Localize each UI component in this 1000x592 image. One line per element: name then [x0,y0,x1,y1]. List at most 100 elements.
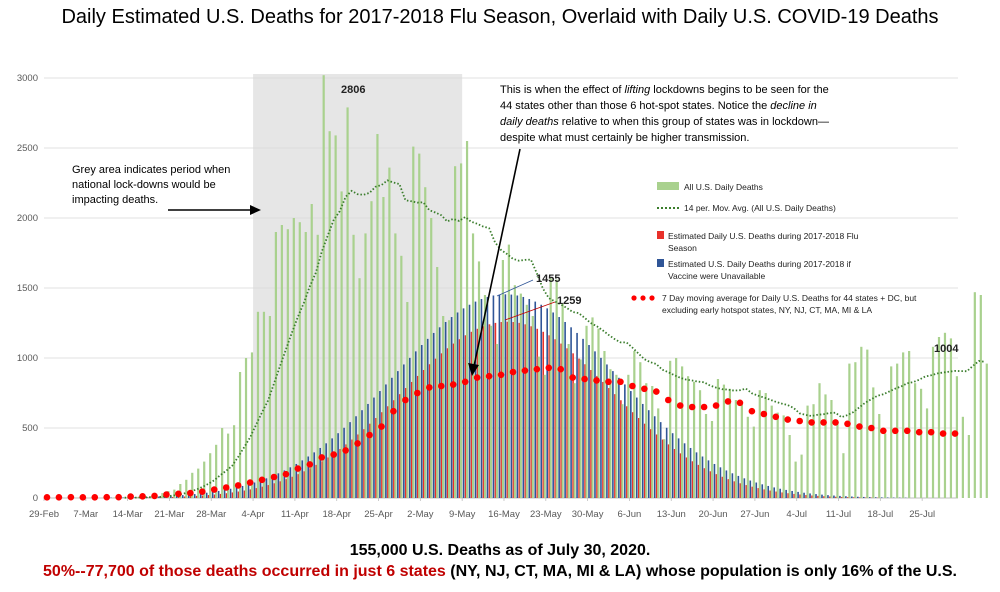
novaccine-bar [289,467,292,498]
flu-bar [560,343,562,498]
covid-bar [346,107,349,499]
seven-day-dot [91,494,99,501]
flu-bar [566,348,568,498]
covid-bar [465,141,469,498]
covid-bar [191,472,194,498]
flu-bar [405,388,407,498]
flu-bar [643,423,646,498]
novaccine-bar [343,427,345,498]
novaccine-bar [624,384,626,498]
novaccine-bar [277,473,280,498]
covid-bar [262,311,266,498]
flu-bar [231,492,234,498]
chart-canvas: 0 500 1000 1500 2000 2500 3000 29-Feb 7-Mar 14-Ma… [17,73,988,520]
covid-bar [268,316,272,498]
flu-bar [859,497,861,498]
covid-bar [902,352,905,498]
novaccine-bar [647,410,650,498]
seven-day-dot [664,396,672,404]
seven-day-dot [151,492,158,500]
moving-average-layer [124,179,986,499]
seven-day-dot [366,431,373,439]
flu-bar [387,406,389,498]
seven-day-dot [115,493,122,501]
novaccine-bar [522,296,525,498]
peak-labels: 2806 1455 1259 1004 [341,84,959,355]
covid-bar [430,218,433,498]
flu-bar [673,448,676,498]
novaccine-bar [259,480,262,498]
covid-bar [806,405,809,498]
covid-bar [788,435,791,498]
flu-bar [841,496,843,498]
covid-bar [913,383,917,498]
covid-bar [645,383,648,498]
seven-day-dot [318,454,326,461]
legend: All U.S. Daily Deaths 14 per. Mov. Avg. … [631,182,917,315]
seven-day-dot [270,473,278,481]
covid-bar [298,222,301,498]
seven-day-dot [342,447,349,454]
covid-bar [943,332,947,498]
novaccine-bar [797,491,799,498]
covid-bar [955,376,959,498]
seven-day-dot [521,367,529,374]
x-tick-label: 20-Jun [699,509,728,520]
covid-bar [722,384,726,498]
legend-label-mavg: 14 per. Mov. Avg. (All U.S. Daily Deaths… [684,203,836,213]
covid-bar [663,439,666,498]
x-tick-label: 29-Feb [29,509,59,520]
covid-bar [340,191,343,498]
covid-bar [244,358,248,498]
novaccine-bar [367,403,369,498]
seven-day-dot [569,374,576,381]
flu-bar [255,488,258,498]
novaccine-bar [683,443,686,498]
covid-bar [615,374,618,498]
novaccine-bar [385,384,387,498]
covid-bar [555,279,558,498]
flu-bar [626,406,628,498]
covid-bar [436,267,439,498]
covid-bar [884,433,887,498]
flu-bar [572,353,574,498]
legend-swatch-covid [657,182,679,190]
annotation-grey-area: Grey area indicates period when national… [72,164,261,215]
seven-day-dot [808,419,815,426]
seven-day-dot [844,420,851,428]
novaccine-bar [743,478,746,498]
novaccine-bar [845,496,847,498]
covid-bar [513,285,516,498]
annotation-lifting-line-3: daily deaths relative to when this group… [500,116,829,128]
flu-bar [787,493,789,498]
novaccine-bar [839,495,841,498]
covid-bar [495,344,499,498]
x-tick-label: 30-May [572,509,604,520]
covid-bar [322,75,325,498]
covid-bar [376,134,379,498]
covid-bar [531,316,534,498]
novaccine-bar [122,497,124,498]
novaccine-bar [265,478,268,498]
flu-bar [703,468,706,498]
novaccine-bar [576,332,578,498]
covid-bar [591,317,594,498]
seven-day-dot [641,385,648,393]
flu-bar [733,481,736,498]
novaccine-bar [809,493,811,498]
peak-label-covid-mavg: 2806 [341,84,365,96]
covid-bar [698,390,702,498]
covid-bar [250,352,254,498]
seven-day-dot [55,494,63,501]
novaccine-bar [504,294,507,498]
flu-bar [829,496,831,498]
seven-day-dot [402,396,409,404]
flu-bar [691,461,694,498]
flu-bar [375,418,377,498]
seven-day-dot [617,378,624,386]
flu-bar [178,496,180,498]
seven-day-dot [688,403,696,411]
flu-bar [608,388,610,498]
flu-bar [578,358,580,498]
novaccine-bar [886,497,889,498]
